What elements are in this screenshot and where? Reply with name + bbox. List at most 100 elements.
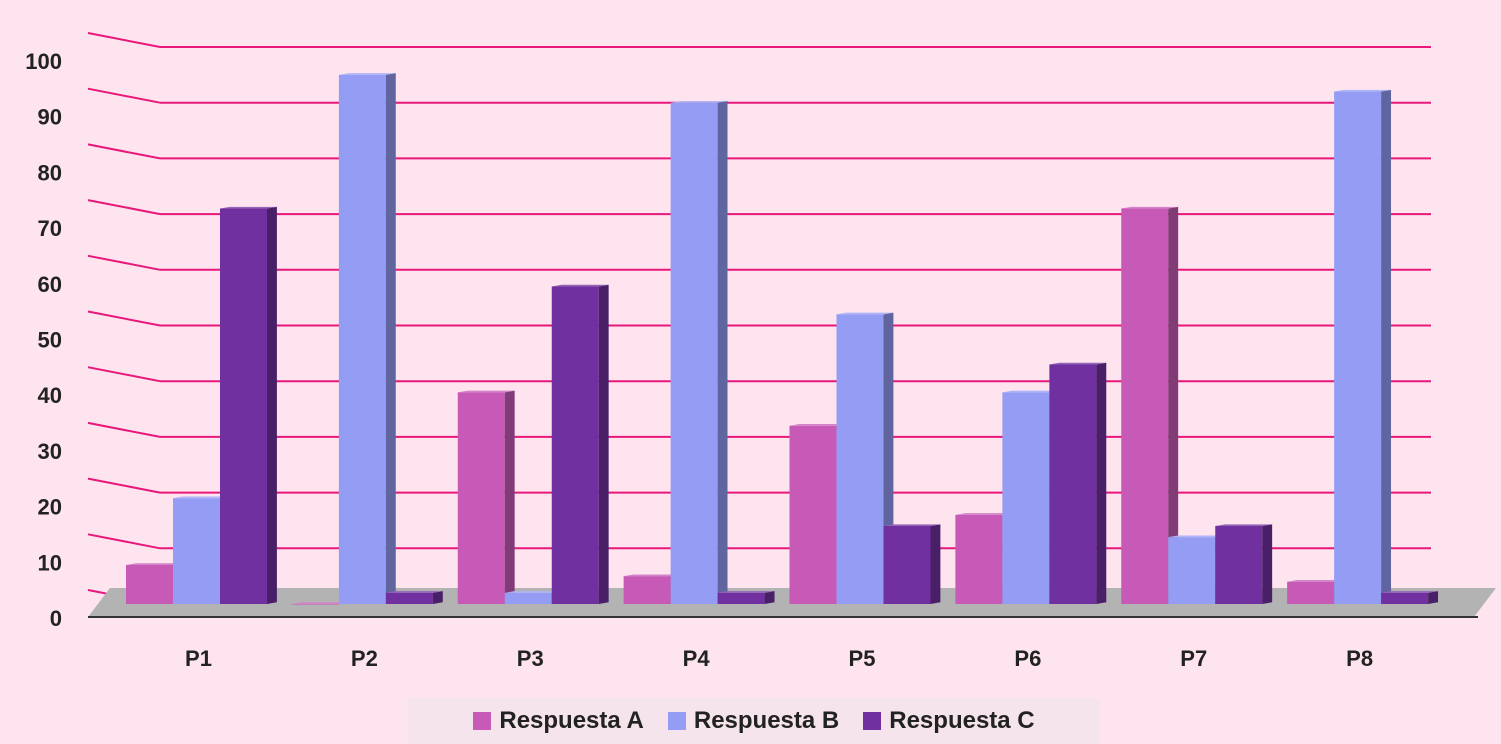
gridline-side [87,143,161,160]
bar-side [267,206,277,604]
bar-front [883,526,931,604]
gridline-side [87,199,161,216]
bar-front [717,592,765,604]
gridlines [87,32,1431,605]
bar-p8-b [1334,89,1392,605]
bar-front [670,102,718,604]
gridline-side [87,533,161,550]
y-tick-label: 60 [38,272,62,297]
bar-top [836,312,894,315]
bar-top [551,284,609,287]
bar-top [173,496,230,499]
bar-front [291,604,339,605]
bar-top [220,206,277,209]
bar-front [338,74,386,605]
bar-top [670,101,728,103]
bar-side [930,524,941,604]
bar-front [1049,364,1097,604]
bar-top [1381,591,1439,593]
x-tick-label: P7 [1180,646,1207,671]
bar-front [457,392,505,604]
bar-front [623,576,671,604]
legend-swatch-c [863,712,882,730]
bar-front [1334,91,1382,604]
gridline-side [87,477,161,494]
bar-top [1287,580,1345,582]
legend-label-b: Respuesta B [693,707,840,734]
bar-p6-c [1049,362,1107,604]
bar-p4-c [717,591,775,604]
y-tick-label: 50 [38,328,62,353]
bar-front [1215,526,1263,604]
y-tick-label: 30 [38,439,62,464]
bar-front [220,208,267,604]
bar-p2-a [291,602,349,605]
y-tick-label: 20 [38,495,62,520]
bar-side [1168,206,1179,604]
bar-front [385,592,433,604]
y-tick-label: 40 [38,383,62,408]
x-axis-ticks: P1 P2 P3 P4 P5 P6 P7 P8 [185,646,1373,671]
bar-top [623,574,681,577]
bar-top [1121,206,1179,209]
bar-side [1428,591,1439,604]
legend-swatch-b [667,712,686,730]
bar-top [385,591,443,593]
bar-p1-c [220,206,277,604]
bar-side [598,284,609,604]
x-tick-label: P5 [849,646,876,671]
y-tick-label: 10 [38,550,62,575]
bar-front [955,514,1003,604]
bar-front [173,498,220,604]
bar-p4-b [670,101,728,604]
bar-top [1049,362,1107,365]
bar-front [1287,581,1335,604]
bar-p2-b [338,73,396,605]
bar-p3-a [457,390,515,604]
x-tick-label: P4 [683,646,711,671]
bar-top [291,602,349,604]
legend: Respuesta A Respuesta B Respuesta C [408,698,1100,744]
bar-side [432,591,443,604]
y-tick-label: 100 [25,49,62,74]
bar-top [883,524,941,527]
bar-top [1334,89,1392,92]
bar-top [955,513,1013,515]
bar-top [457,390,515,393]
bar-top [1215,524,1273,527]
bar-p5-b [836,312,894,604]
bar-side [385,73,396,604]
legend-label-a: Respuesta A [499,707,644,734]
bar-front [504,592,552,604]
bar-side [1381,89,1392,605]
y-tick-label: 70 [38,216,62,241]
legend-item-c: Respuesta C [863,707,1035,735]
bar-side [1096,362,1107,604]
bar-front [1121,208,1169,604]
x-tick-label: P8 [1346,646,1373,671]
bar-p5-c [883,524,941,604]
x-tick-label: P1 [185,646,212,671]
x-tick-label: P3 [517,646,544,671]
gridline-side [87,366,161,383]
bar-side [764,591,775,604]
bar-p2-c [385,591,443,604]
bar-top [504,591,562,593]
gridline-side [87,32,161,48]
bar-top [126,563,183,566]
bars-group [126,73,1439,605]
gridline-side [87,310,161,327]
bar-front [836,314,884,604]
bar-front [789,425,837,604]
bar-side [717,101,728,604]
bar-p7-c [1215,524,1273,604]
bar-top [338,73,396,75]
gridline-side [87,87,161,104]
y-tick-label: 80 [38,160,62,185]
bar-front [126,565,173,604]
bar-side [504,390,515,604]
bar-front [1381,592,1429,604]
y-tick-label: 90 [38,105,62,130]
bar-top [789,424,847,426]
